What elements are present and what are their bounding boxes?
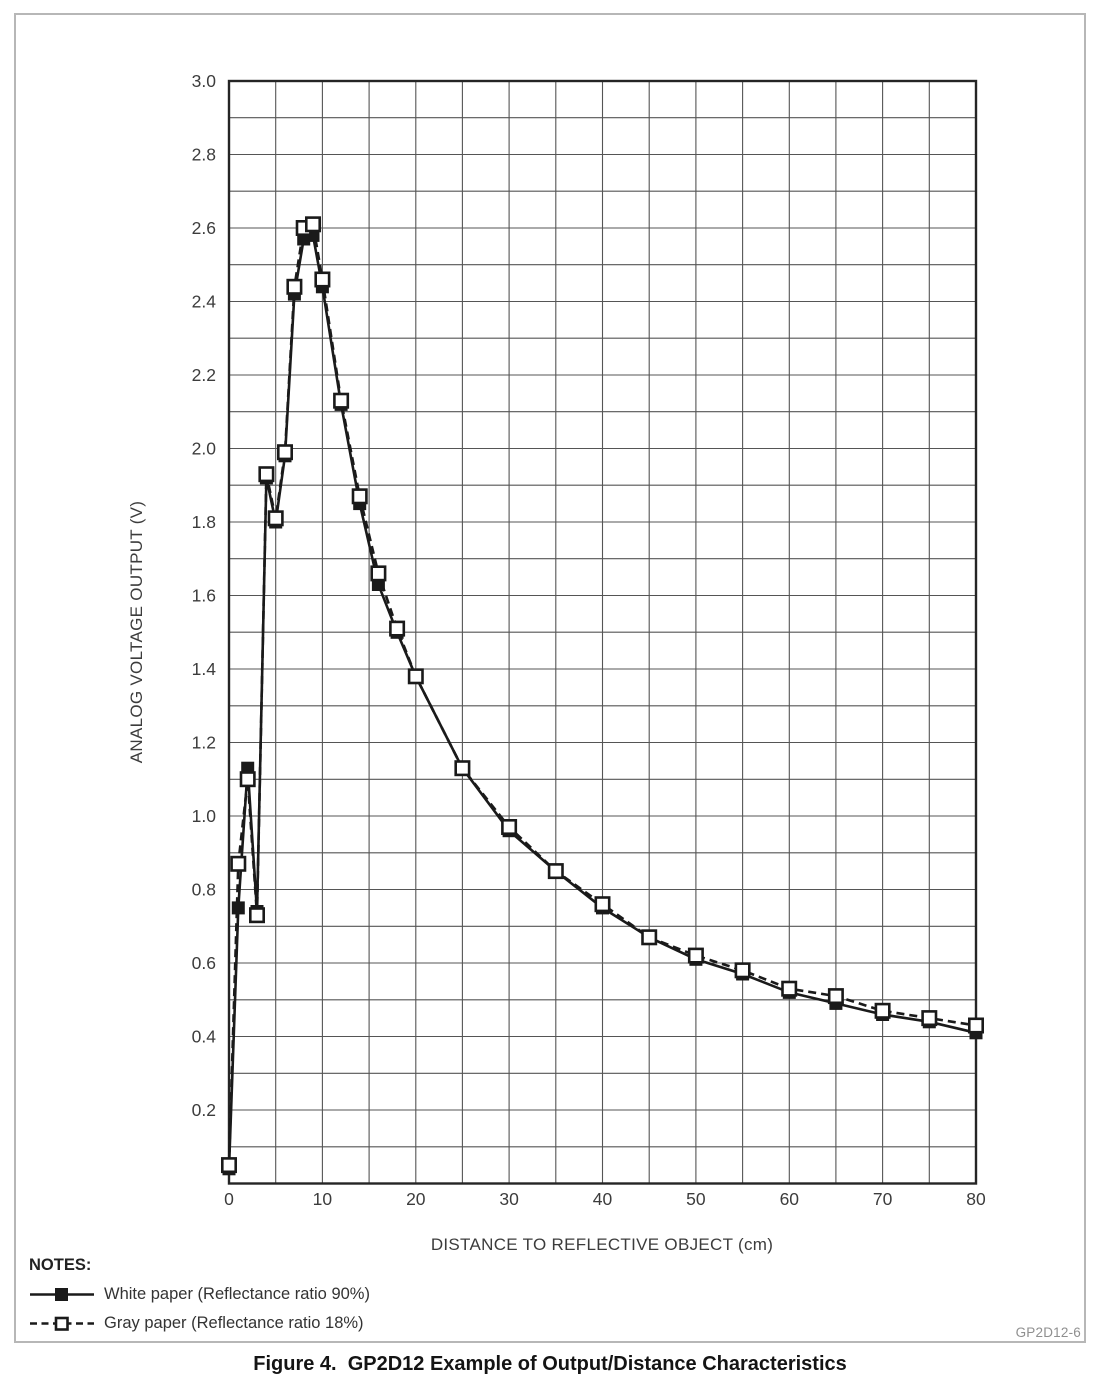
svg-text:30: 30 <box>499 1189 519 1209</box>
svg-text:2.2: 2.2 <box>192 365 216 385</box>
svg-text:2.0: 2.0 <box>192 439 217 459</box>
svg-text:10: 10 <box>313 1189 333 1209</box>
svg-text:1.8: 1.8 <box>192 512 216 532</box>
notes-label: NOTES: <box>29 1256 92 1274</box>
grid-lines <box>228 80 977 1185</box>
svg-text:2.6: 2.6 <box>192 218 216 238</box>
x-axis-title: DISTANCE TO REFLECTIVE OBJECT (cm) <box>430 1235 774 1254</box>
plot-border <box>227 79 978 1185</box>
svg-text:1.2: 1.2 <box>192 733 216 753</box>
svg-text:60: 60 <box>780 1189 800 1209</box>
svg-text:2.4: 2.4 <box>192 292 217 312</box>
svg-text:70: 70 <box>873 1189 893 1209</box>
figure-caption: Figure 4. GP2D12 Example of Output/Dista… <box>253 1353 847 1375</box>
legend-item-gray-paper: Gray paper (Reflectance ratio 18%) <box>29 1314 370 1333</box>
figure-frame <box>14 13 1086 1343</box>
svg-text:0.8: 0.8 <box>192 880 216 900</box>
legend-item-white-paper: White paper (Reflectance ratio 90%) <box>29 1285 370 1304</box>
svg-text:1.4: 1.4 <box>192 659 217 679</box>
gray-paper-legend-icon <box>30 1316 94 1331</box>
legend-label-white-paper: White paper (Reflectance ratio 90%) <box>104 1285 370 1303</box>
svg-text:1.0: 1.0 <box>192 806 217 826</box>
legend-label-gray-paper: Gray paper (Reflectance ratio 18%) <box>104 1314 364 1332</box>
series-markers-gray-paper <box>221 216 984 1174</box>
svg-text:40: 40 <box>593 1189 613 1209</box>
svg-text:0: 0 <box>224 1189 234 1209</box>
white-paper-legend-icon <box>30 1288 94 1301</box>
svg-text:3.0: 3.0 <box>192 71 217 91</box>
svg-text:20: 20 <box>406 1189 426 1209</box>
svg-text:0.4: 0.4 <box>192 1027 217 1047</box>
svg-text:50: 50 <box>686 1189 706 1209</box>
svg-text:2.8: 2.8 <box>192 145 216 165</box>
x-tick-labels: 0 10 20 30 40 50 60 70 80 <box>224 1189 986 1209</box>
document-code: GP2D12-6 <box>1015 1325 1081 1340</box>
y-axis-title: ANALOG VOLTAGE OUTPUT (V) <box>127 500 146 764</box>
svg-text:0.6: 0.6 <box>192 953 216 973</box>
svg-text:1.6: 1.6 <box>192 586 216 606</box>
y-tick-labels: 0.2 0.4 0.6 0.8 1.0 1.2 1.4 1.6 1.8 2.0 2.2 2.4 2.6 2… <box>192 71 217 1120</box>
svg-text:80: 80 <box>966 1189 986 1209</box>
series-line-gray-paper <box>227 222 977 1166</box>
svg-text:0.2: 0.2 <box>192 1100 216 1120</box>
notes-block: NOTES: White paper (Reflectance ratio 90… <box>29 1256 370 1333</box>
